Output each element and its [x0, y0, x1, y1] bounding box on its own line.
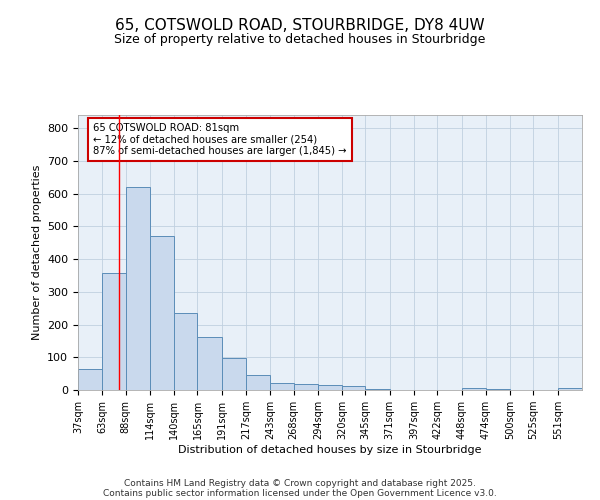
Bar [461, 388, 486, 390]
Bar [78, 370, 102, 390]
Bar [318, 385, 342, 390]
Bar [270, 384, 293, 390]
Bar [342, 386, 365, 390]
Text: Contains HM Land Registry data © Crown copyright and database right 2025.: Contains HM Land Registry data © Crown c… [124, 478, 476, 488]
Text: Contains public sector information licensed under the Open Government Licence v3: Contains public sector information licen… [103, 488, 497, 498]
Bar [174, 313, 197, 390]
Bar [222, 358, 246, 390]
Bar [197, 337, 222, 390]
Bar [558, 388, 582, 390]
Bar [246, 375, 270, 390]
Bar [102, 273, 125, 390]
Bar [150, 236, 174, 390]
Y-axis label: Number of detached properties: Number of detached properties [32, 165, 41, 340]
Text: Size of property relative to detached houses in Stourbridge: Size of property relative to detached ho… [115, 32, 485, 46]
Bar [293, 384, 318, 390]
X-axis label: Distribution of detached houses by size in Stourbridge: Distribution of detached houses by size … [178, 445, 482, 455]
Text: 65 COTSWOLD ROAD: 81sqm
← 12% of detached houses are smaller (254)
87% of semi-d: 65 COTSWOLD ROAD: 81sqm ← 12% of detache… [93, 123, 347, 156]
Text: 65, COTSWOLD ROAD, STOURBRIDGE, DY8 4UW: 65, COTSWOLD ROAD, STOURBRIDGE, DY8 4UW [115, 18, 485, 32]
Bar [125, 187, 150, 390]
